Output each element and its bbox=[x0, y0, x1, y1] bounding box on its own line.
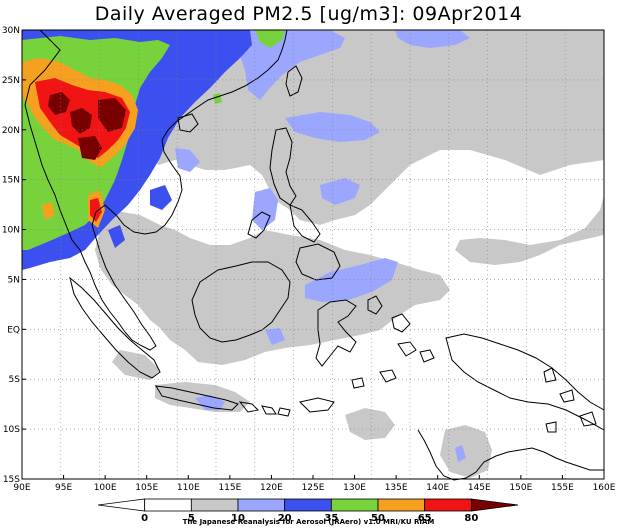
lat-label-20n: 20N bbox=[2, 126, 20, 136]
lon-label-110e: 110E bbox=[177, 483, 200, 493]
colorbar-segment bbox=[470, 498, 519, 512]
coastline-palawan bbox=[247, 211, 271, 239]
concentration-highest-layer bbox=[48, 92, 126, 160]
graticule bbox=[22, 30, 604, 479]
latitude-axis: 30N 25N 20N 15N 10N 5N EQ 5S 10S 15S bbox=[2, 26, 26, 485]
lon-label-145e: 145E bbox=[468, 483, 491, 493]
lon-label-140e: 140E bbox=[426, 483, 449, 493]
lon-label-150e: 150E bbox=[509, 483, 532, 493]
concentration-region bbox=[78, 136, 102, 160]
lon-label-155e: 155E bbox=[551, 483, 574, 493]
lat-label-30n: 30N bbox=[2, 26, 20, 36]
coastline-minor-islands bbox=[238, 295, 597, 433]
concentration-region bbox=[455, 445, 466, 462]
concentration-region bbox=[345, 408, 395, 440]
concentration-region bbox=[320, 178, 360, 205]
colorbar-segment bbox=[190, 498, 239, 512]
lon-label-160e: 160E bbox=[593, 483, 616, 493]
concentration-region bbox=[42, 202, 55, 220]
lon-label-90e: 90E bbox=[13, 483, 30, 493]
colorbar-segment bbox=[377, 498, 426, 512]
concentration-region bbox=[255, 30, 285, 48]
coastline-borneo bbox=[191, 261, 291, 343]
concentration-region bbox=[90, 198, 102, 222]
lat-label-10n: 10N bbox=[2, 226, 20, 236]
colorbar-level-label: 20 bbox=[278, 513, 292, 524]
lon-label-125e: 125E bbox=[302, 483, 325, 493]
colorbar-segment bbox=[97, 498, 146, 512]
concentration-region bbox=[305, 258, 398, 302]
colorbar: 0 5 10 20 35 50 65 80 bbox=[97, 498, 519, 524]
lat-label-5s: 5S bbox=[9, 375, 21, 385]
concentration-region bbox=[70, 108, 92, 134]
lat-label-15n: 15N bbox=[2, 176, 20, 186]
coastline-sumatra bbox=[69, 276, 161, 379]
concentration-region bbox=[455, 195, 604, 265]
lat-label-5n: 5N bbox=[8, 275, 20, 285]
coastline-timor bbox=[299, 397, 335, 413]
coastline-visayas bbox=[289, 204, 321, 243]
colorbar-level-label: 65 bbox=[418, 513, 432, 524]
lon-label-95e: 95E bbox=[55, 483, 72, 493]
concentration-region bbox=[395, 30, 470, 48]
lat-label-15s: 15S bbox=[3, 475, 20, 485]
colorbar-segment bbox=[144, 498, 192, 512]
colorbar-level-label: 50 bbox=[371, 513, 385, 524]
concentration-region bbox=[265, 328, 285, 345]
colorbar-level-label: 10 bbox=[231, 513, 245, 524]
concentration-20-35-layer bbox=[175, 30, 470, 462]
colorbar-level-label: 0 bbox=[141, 513, 148, 524]
lon-label-135e: 135E bbox=[385, 483, 408, 493]
concentration-region bbox=[150, 185, 172, 210]
lon-label-130e: 130E bbox=[343, 483, 366, 493]
colorbar-level-label: 5 bbox=[188, 513, 195, 524]
lat-label-eq: EQ bbox=[7, 325, 20, 335]
coastlines bbox=[24, 29, 605, 481]
lon-label-105e: 105E bbox=[135, 483, 158, 493]
coastline-asia-mainland bbox=[24, 29, 288, 351]
concentration-region bbox=[98, 98, 126, 132]
concentration-region bbox=[440, 425, 492, 478]
colorbar-segment bbox=[424, 498, 472, 512]
lon-label-120e: 120E bbox=[260, 483, 283, 493]
lat-label-25n: 25N bbox=[2, 76, 20, 86]
plot-area bbox=[22, 29, 605, 481]
coastline-java bbox=[155, 385, 239, 411]
lat-label-10s: 10S bbox=[3, 425, 20, 435]
concentration-region bbox=[238, 30, 345, 100]
concentration-region bbox=[252, 188, 278, 230]
longitude-axis: 90E 95E 100E 105E 110E 115E 120E 125E 130E 135E 14… bbox=[13, 475, 616, 493]
concentration-region bbox=[175, 148, 200, 172]
coastline-mindanao bbox=[295, 243, 341, 281]
coastline-luzon bbox=[269, 127, 297, 206]
data-credit: The Japanese Reanalysis for Aerosol (JRA… bbox=[182, 518, 435, 526]
colorbar-segment bbox=[237, 498, 286, 512]
concentration-region bbox=[195, 395, 225, 410]
coastline-australia bbox=[417, 429, 604, 481]
colorbar-segment bbox=[330, 498, 379, 512]
concentration-region bbox=[48, 92, 70, 115]
map-title: Daily Averaged PM2.5 [ug/m3]: 09Apr2014 bbox=[94, 3, 523, 25]
coastline-sulawesi bbox=[315, 299, 357, 367]
coastline-taiwan bbox=[285, 65, 303, 97]
colorbar-level-label: 80 bbox=[464, 513, 478, 524]
colorbar-segment bbox=[284, 498, 332, 512]
lon-label-115e: 115E bbox=[218, 483, 241, 493]
concentration-region bbox=[95, 210, 450, 365]
concentration-region bbox=[108, 225, 125, 248]
colorbar-level-label: 35 bbox=[324, 513, 338, 524]
coastline-hainan bbox=[177, 113, 199, 133]
lon-label-100e: 100E bbox=[94, 483, 117, 493]
